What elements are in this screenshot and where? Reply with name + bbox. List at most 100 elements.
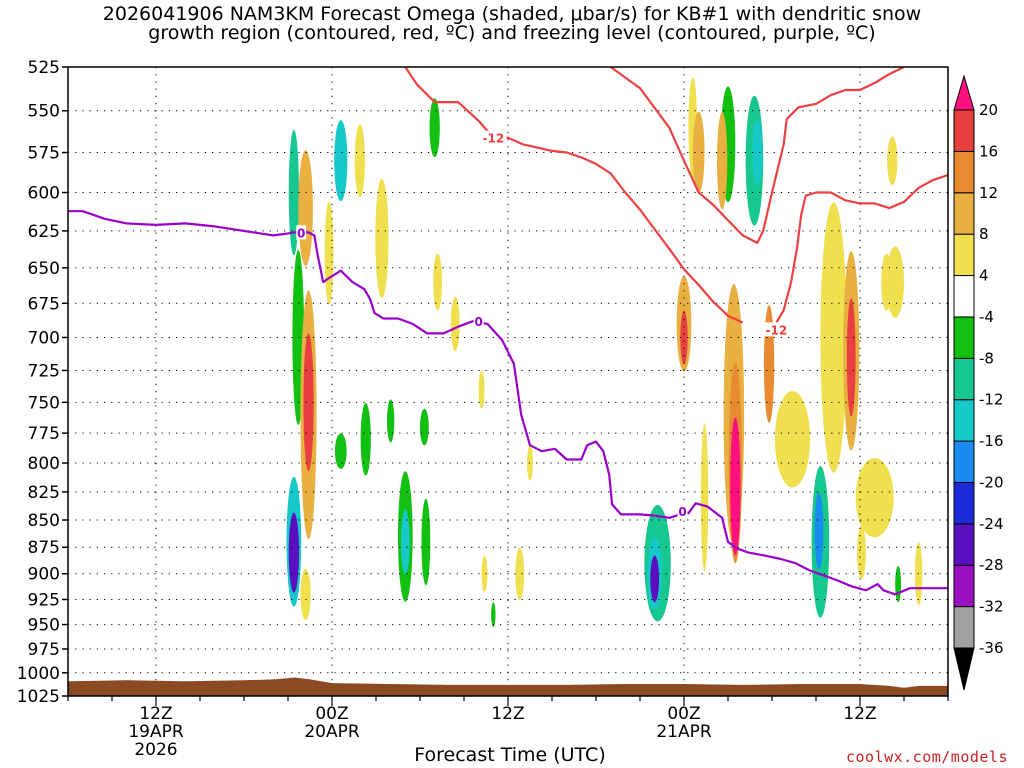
y-tick-label: 900 [28,565,60,585]
y-tick-label: 550 [28,102,60,122]
omega-cell [650,555,660,603]
omega-cell [303,333,314,472]
omega-cell [429,98,440,158]
omega-cell [886,246,904,318]
omega-cell [288,512,299,593]
omega-cell [855,457,894,538]
omega-cell [324,201,334,305]
colorbar-segment [953,523,975,566]
colorbar-segment [953,150,975,194]
colorbar-segment [953,233,975,277]
y-tick-label: 825 [28,483,60,503]
x-tick-label: 12Z [491,704,524,724]
y-tick-label: 775 [28,424,60,444]
omega-cell [354,124,365,198]
freezing-label: 0 [678,505,686,519]
colorbar-label: -32 [979,598,1004,616]
colorbar-label: -4 [979,308,994,326]
contour-label-bg [763,322,790,337]
colorbar-segment [953,192,975,235]
y-tick-label: 525 [28,58,60,78]
omega-cell [717,111,728,210]
omega-cell [692,111,705,194]
colorbar-label: -28 [979,556,1004,574]
y-tick-label: 750 [28,393,60,413]
contour-lines [68,67,948,596]
omega-cell [680,310,688,365]
y-tick-label: 625 [28,222,60,242]
y-tick-label: 925 [28,590,60,610]
freezing-level-line [68,210,948,596]
x-tick-label: 00Z [315,704,348,724]
colorbar: -36 -32 -28 -24 -20 -16 -12 -8 -4 4 8 12 16 20 [953,74,1004,691]
colorbar-segment [953,109,975,152]
omega-cell [895,566,902,603]
dgz-contour-line [775,174,948,324]
contour-label-bg [473,314,484,329]
omega-cell [298,150,313,266]
colorbar-label: 12 [979,184,998,202]
colorbar-label: 20 [979,101,998,119]
freezing-label: 0 [474,315,482,329]
chart-title-line1: 2026041906 NAM3KM Forecast Omega (shaded… [102,3,922,25]
omega-cell [433,253,442,311]
y-tick-label: 575 [28,144,60,164]
colorbar-label: -24 [979,515,1004,533]
y-tick-label: 875 [28,538,60,558]
omega-cell [420,408,429,446]
freezing-label: 0 [297,226,305,240]
x-tick-label: 00Z [667,704,700,724]
colorbar-label: -20 [979,473,1004,491]
colorbar-bottom-arrow [953,647,975,691]
omega-cell [334,120,348,202]
omega-cell [814,492,824,570]
plot-background [68,67,948,696]
x-axis-title: Forecast Time (UTC) [414,744,606,766]
chart-title-line2: growth region (contoured, red, ºC) and f… [148,22,876,44]
dgz-contour-line [610,67,905,244]
omega-cell [360,403,371,476]
contour-label-bg [480,130,507,145]
omega-cell [300,568,311,620]
y-tick-label: 800 [28,454,60,474]
x-tick-date: 20APR [304,722,360,742]
colorbar-label: 16 [979,142,998,160]
omega-cell [421,498,431,586]
omega-cell [820,202,847,473]
omega-shading [286,77,923,628]
colorbar-segment [953,440,975,483]
y-tick-label: 675 [28,294,60,314]
colorbar-segment [953,481,975,525]
omega-cell [334,433,347,470]
contour-label-bg [677,504,688,519]
colorbar-segment [953,316,975,359]
omega-cell [491,602,496,628]
y-axis: 525 550 575 600 625 650 675 700 725 750 775 800 825 8… [17,58,68,707]
omega-cell [887,136,898,185]
omega-cell [387,399,395,443]
dgz-label: -12 [482,132,504,146]
colorbar-segment [953,275,975,318]
x-tick-year: 2026 [134,740,177,760]
colorbar-segment [953,606,975,649]
y-tick-label: 850 [28,511,60,531]
omega-cell [700,423,709,572]
omega-cell [481,555,488,593]
y-tick-label: 950 [28,616,60,636]
y-tick-label: 700 [28,328,60,348]
y-tick-label: 1025 [17,687,60,707]
contour-labels: 0 0 0 -12 -12 [296,130,790,519]
y-tick-label: 975 [28,640,60,660]
omega-cell [857,525,866,580]
credit-link[interactable]: coolwx.com/models [845,748,1008,766]
y-tick-label: 600 [28,184,60,204]
omega-cell [846,298,856,417]
colorbar-label: 4 [979,267,989,285]
colorbar-label: -16 [979,432,1004,450]
y-tick-label: 725 [28,361,60,381]
gridlines [68,67,948,696]
colorbar-label: -12 [979,391,1004,409]
colorbar-segment [953,564,975,608]
colorbar-top-arrow [953,74,975,111]
